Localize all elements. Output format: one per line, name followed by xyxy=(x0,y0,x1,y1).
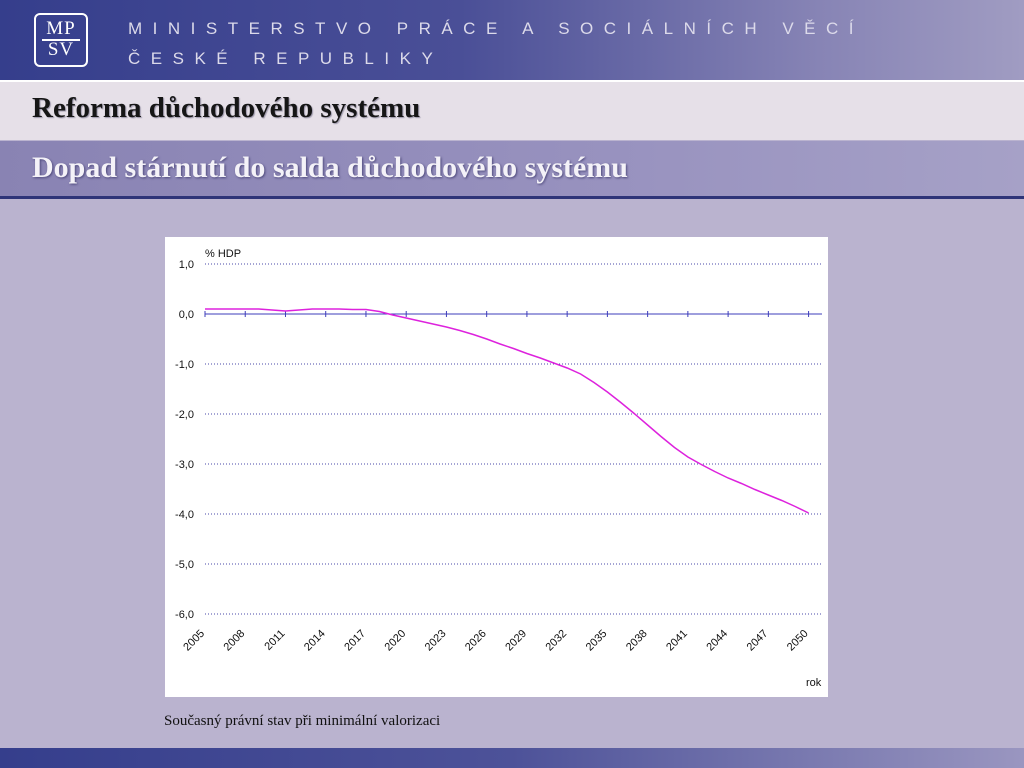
subtitle-band: Dopad stárnutí do salda důchodového syst… xyxy=(0,141,1024,199)
x-tick-label: 2038 xyxy=(624,628,650,654)
logo-line2: SV xyxy=(47,39,75,60)
y-tick-label: -3,0 xyxy=(175,459,194,471)
mpsv-logo: MP SV xyxy=(34,13,88,67)
logo-line1: MP xyxy=(46,18,76,39)
title-band: Reforma důchodového systému xyxy=(0,80,1024,140)
chart-panel: % HDP rok 1,0 0,0 -1,0 -2,0 -3,0 -4,0 -5,0 -6,0… xyxy=(165,237,828,697)
header-bar: MP SV MINISTERSTVO PRÁCE A SOCIÁLNÍCH VĚ… xyxy=(0,0,1024,80)
logo-text: MP SV xyxy=(36,18,86,60)
x-tick-label: 2005 xyxy=(181,628,207,654)
series-line xyxy=(205,308,809,514)
x-tick-label: 2008 xyxy=(222,628,248,654)
page-subtitle: Dopad stárnutí do salda důchodového syst… xyxy=(32,151,628,184)
y-tick-label: -2,0 xyxy=(175,409,194,421)
footer-bar xyxy=(0,748,1024,768)
page-title: Reforma důchodového systému xyxy=(32,92,421,124)
y-tick-label: -5,0 xyxy=(175,559,194,571)
x-tick-label: 2047 xyxy=(745,628,771,654)
x-tick-label: 2032 xyxy=(543,628,569,654)
x-axis-label: rok xyxy=(806,677,822,689)
x-tick-label: 2050 xyxy=(785,628,811,654)
x-tick-label: 2011 xyxy=(262,628,287,653)
y-tick-label: 0,0 xyxy=(179,309,194,321)
line-chart: % HDP rok 1,0 0,0 -1,0 -2,0 -3,0 -4,0 -5,0 -6,0… xyxy=(175,248,822,689)
x-tick-label: 2035 xyxy=(584,628,610,654)
x-tick-label: 2020 xyxy=(383,628,409,654)
x-tick-label: 2041 xyxy=(664,628,690,654)
ministry-line1: MINISTERSTVO PRÁCE A SOCIÁLNÍCH VĚCÍ xyxy=(128,19,865,38)
y-tick-label: 1,0 xyxy=(179,259,194,271)
chart-caption: Současný právní stav při minimální valor… xyxy=(164,713,441,729)
ministry-line2: ČESKÉ REPUBLIKY xyxy=(128,49,444,68)
ministry-name: MINISTERSTVO PRÁCE A SOCIÁLNÍCH VĚCÍ ČES… xyxy=(128,14,864,74)
y-tick-label: -1,0 xyxy=(175,359,194,371)
x-tick-label: 2014 xyxy=(302,628,328,654)
logo-divider xyxy=(42,39,80,41)
x-tick-label: 2026 xyxy=(463,628,489,654)
y-tick-label: -6,0 xyxy=(175,609,194,621)
y-axis-label: % HDP xyxy=(205,248,241,260)
x-tick-label: 2044 xyxy=(704,628,730,654)
x-tick-label: 2023 xyxy=(423,628,449,654)
x-tick-label: 2029 xyxy=(503,628,529,654)
y-tick-label: -4,0 xyxy=(175,509,194,521)
x-tick-label: 2017 xyxy=(342,628,368,654)
